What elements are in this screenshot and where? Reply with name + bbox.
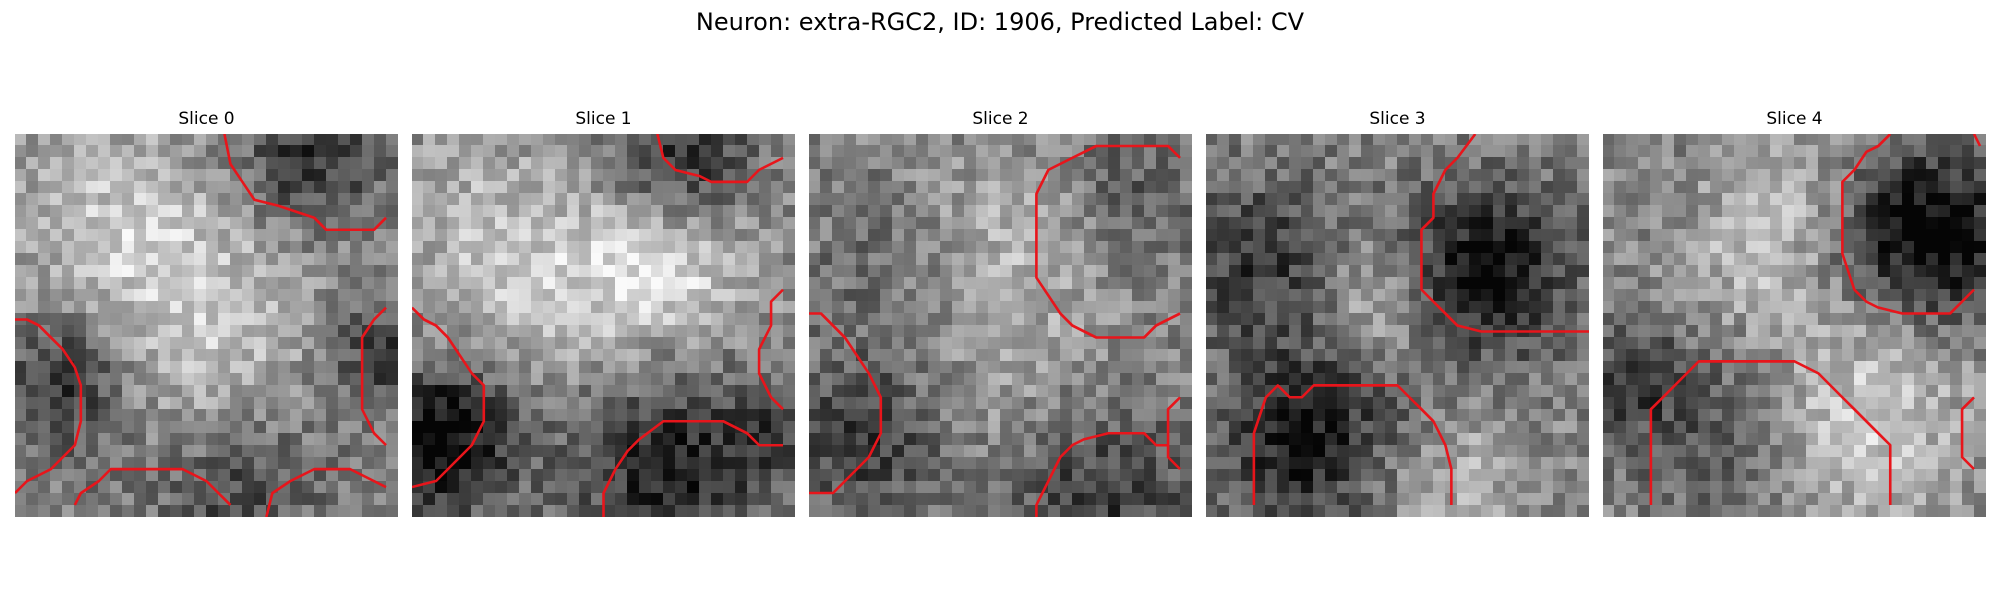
slice-image-1 — [412, 134, 795, 517]
slice-title-4: Slice 4 — [1766, 109, 1823, 129]
figure-title: Neuron: extra-RGC2, ID: 1906, Predicted … — [695, 8, 1305, 36]
slice-image-0 — [15, 134, 398, 517]
slice-image-2 — [809, 134, 1192, 517]
slice-title-3: Slice 3 — [1369, 109, 1426, 129]
slice-panel-2: Slice 2 — [809, 108, 1192, 518]
slice-title-2: Slice 2 — [972, 109, 1029, 129]
slice-title-1: Slice 1 — [575, 109, 632, 129]
slice-panel-1: Slice 1 — [412, 108, 795, 518]
slice-panel-0: Slice 0 — [15, 108, 398, 518]
slice-image-3 — [1206, 134, 1589, 517]
slice-title-0: Slice 0 — [178, 109, 235, 129]
slice-image-4 — [1603, 134, 1986, 517]
slice-panel-3: Slice 3 — [1206, 108, 1589, 518]
slice-panel-4: Slice 4 — [1603, 108, 1986, 518]
